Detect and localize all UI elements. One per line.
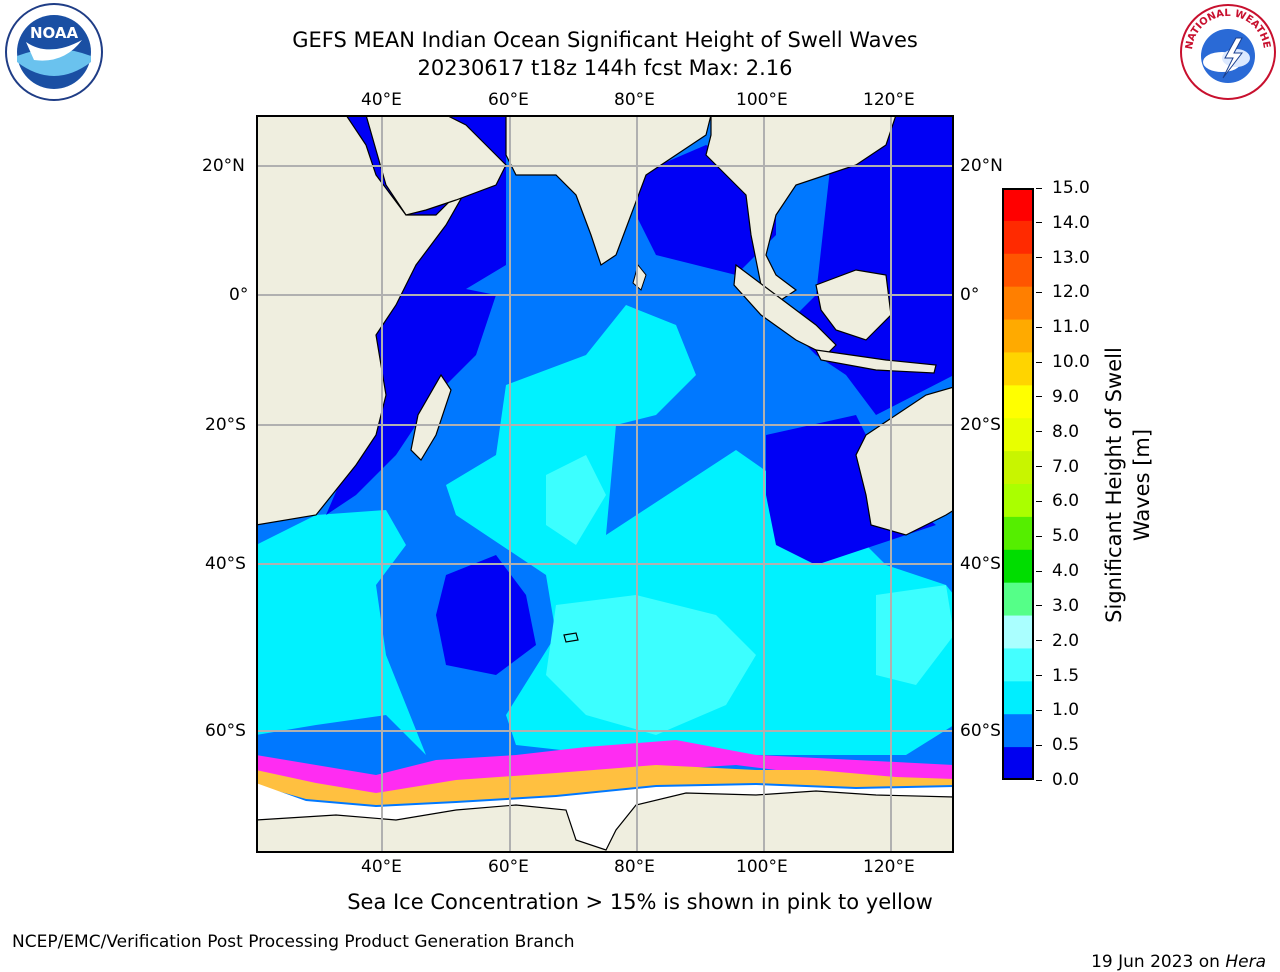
colorbar-segment (1002, 615, 1034, 649)
lon-label-top-60e: 60°E (488, 90, 529, 110)
colorbar-frame (1002, 188, 1034, 780)
land-se-asia (705, 114, 897, 301)
swell-zone-1.5-2-c (876, 585, 954, 685)
colorbar-tick-label: 0.5 (1036, 735, 1079, 755)
lon-label-top-120e: 120°E (863, 90, 915, 110)
lat-label-left-20s: 20°S (205, 415, 246, 435)
lon-label-bottom-100e: 100°E (736, 857, 788, 877)
sea-ice-edge-pink (256, 740, 954, 797)
colorbar-tick-label: 8.0 (1036, 422, 1079, 442)
lat-label-right-40s: 40°S (960, 554, 1001, 574)
noaa-logo-text: NOAA (30, 24, 79, 42)
colorbar-segment (1002, 253, 1034, 288)
colorbar-label-line1: Significant Height of Swell (1102, 347, 1126, 623)
colorbar-segment (1002, 418, 1034, 452)
lat-label-left-20n: 20°N (202, 156, 245, 176)
colorbar-tick-label: 1.5 (1036, 666, 1079, 686)
colorbar-segment (1002, 549, 1034, 584)
lon-label-top-80e: 80°E (614, 90, 655, 110)
colorbar-segment (1002, 582, 1034, 617)
colorbar-tick-label: 5.0 (1036, 526, 1079, 546)
chart-subtitle: 20230617 t18z 144h fcst Max: 2.16 (417, 56, 793, 80)
colorbar-tick-label: 6.0 (1036, 491, 1079, 511)
map-frame (256, 115, 954, 853)
colorbar-segment (1002, 516, 1034, 551)
colorbar-segment (1002, 385, 1034, 419)
land-borneo (815, 269, 892, 341)
lat-label-right-60s: 60°S (960, 721, 1001, 741)
footer-host: Hera (1225, 952, 1266, 972)
colorbar (1002, 188, 1034, 781)
lon-label-bottom-120e: 120°E (863, 857, 915, 877)
colorbar-label-line2: Waves [m] (1130, 428, 1154, 542)
lon-label-top-100e: 100°E (736, 90, 788, 110)
colorbar-segment (1002, 220, 1034, 255)
colorbar-segment (1002, 747, 1034, 781)
land-java (814, 349, 937, 374)
colorbar-segment (1002, 714, 1034, 748)
colorbar-tick-label: 7.0 (1036, 457, 1079, 477)
swell-zone-1.5-2-a (546, 455, 606, 545)
map-svg (255, 114, 955, 854)
swell-zone-1.5-2-b (546, 595, 756, 735)
land-africa (255, 114, 468, 526)
lon-label-bottom-80e: 80°E (614, 857, 655, 877)
colorbar-segment (1002, 484, 1034, 518)
land-madagascar (410, 373, 452, 461)
footer-date-text: 19 Jun 2023 on (1091, 952, 1226, 972)
lon-label-bottom-40e: 40°E (361, 857, 402, 877)
sea-ice-edge-yellow (256, 765, 954, 805)
colorbar-svg (1002, 188, 1034, 781)
colorbar-segment (1002, 681, 1034, 715)
colorbar-tick-label: 13.0 (1036, 248, 1090, 268)
colorbar-label: Significant Height of Swell Waves [m] (1100, 325, 1156, 645)
chart-title: GEFS MEAN Indian Ocean Significant Heigh… (292, 28, 918, 52)
lat-label-left-0: 0° (229, 285, 249, 305)
colorbar-tick-label: 9.0 (1036, 387, 1079, 407)
lat-label-left-40s: 40°S (205, 554, 246, 574)
nws-logo: NATIONAL WEATHER SERVICE (1174, 0, 1278, 102)
noaa-logo: NOAA (4, 2, 104, 102)
footer-date: 19 Jun 2023 on Hera (1080, 932, 1266, 972)
island-kerguelen (563, 632, 579, 643)
colorbar-segment (1002, 286, 1034, 321)
colorbar-segment (1002, 352, 1034, 386)
colorbar-tick-label: 1.0 (1036, 700, 1079, 720)
colorbar-tick-label: 15.0 (1036, 178, 1090, 198)
lat-label-left-60s: 60°S (205, 721, 246, 741)
map-panel (255, 114, 955, 854)
colorbar-tick-label: 10.0 (1036, 352, 1090, 372)
colorbar-tick-label: 12.0 (1036, 282, 1090, 302)
footer-credit: NCEP/EMC/Verification Post Processing Pr… (12, 932, 575, 952)
lon-label-bottom-60e: 60°E (488, 857, 529, 877)
colorbar-segment (1002, 188, 1034, 222)
colorbar-segment (1002, 319, 1034, 353)
lon-label-top-40e: 40°E (361, 90, 402, 110)
graticule (256, 115, 954, 853)
colorbar-tick-label: 14.0 (1036, 213, 1090, 233)
colorbar-ticks: 15.0 14.0 13.0 12.0 11.0 10.0 9.0 8.0 7.0 6.0 5.0 4… (1036, 178, 1116, 790)
colorbar-tick-label: 0.0 (1036, 770, 1079, 790)
sea-ice-caption: Sea Ice Concentration > 15% is shown in … (347, 890, 933, 914)
swell-zone-1-1.5-a (256, 510, 426, 755)
lat-label-right-20n: 20°N (960, 156, 1003, 176)
land-india (505, 114, 712, 266)
colorbar-tick-label: 3.0 (1036, 596, 1079, 616)
colorbar-segment (1002, 648, 1034, 682)
swell-zone-0-0.5-africa (326, 285, 496, 515)
colorbar-tick-label: 4.0 (1036, 561, 1079, 581)
colorbar-segment (1002, 451, 1034, 485)
lat-label-right-20s: 20°S (960, 415, 1001, 435)
colorbar-tick-label: 2.0 (1036, 631, 1079, 651)
lat-label-right-0: 0° (960, 285, 980, 305)
colorbar-tick-label: 11.0 (1036, 317, 1090, 337)
